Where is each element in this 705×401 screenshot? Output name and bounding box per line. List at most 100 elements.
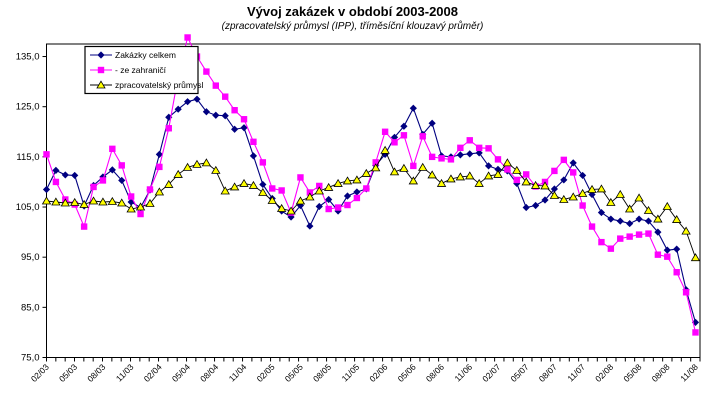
data-point-diamond [174, 105, 182, 113]
data-point-diamond [663, 246, 671, 254]
data-point-diamond [315, 202, 323, 211]
data-point-square [269, 185, 276, 192]
data-point-square [410, 162, 417, 170]
data-point-square [184, 34, 191, 41]
svg-text:05/03: 05/03 [57, 362, 79, 384]
data-point-triangle [530, 180, 541, 189]
data-point-square [560, 156, 568, 164]
data-point-triangle [182, 162, 193, 171]
data-point-triangle [690, 253, 701, 262]
data-point-diamond [390, 133, 399, 141]
x-tick-label: 02/08 [593, 362, 615, 384]
svg-text:08/04: 08/04 [198, 362, 220, 384]
svg-text:11/07: 11/07 [565, 362, 587, 384]
data-point-diamond [353, 188, 361, 196]
x-axis: 02/03 05/03 08/03 11/03 02/04 05/04 08/04 11/04… [29, 357, 701, 384]
svg-text:05/05: 05/05 [283, 362, 305, 384]
data-point-square [654, 251, 662, 258]
data-point-square [570, 169, 577, 176]
data-point-triangle [436, 178, 447, 187]
data-point-triangle [211, 165, 221, 174]
data-point-triangle [615, 189, 625, 198]
data-point-square [428, 153, 436, 161]
data-point-diamond [249, 152, 258, 160]
data-point-square [353, 194, 361, 202]
data-point-square [513, 176, 520, 184]
data-point-triangle [643, 205, 654, 214]
data-point-triangle [79, 199, 89, 208]
data-point-triangle [96, 80, 106, 89]
data-point-triangle [559, 194, 569, 203]
data-point-diamond [569, 159, 577, 167]
data-point-diamond [607, 215, 615, 223]
data-point-square [297, 174, 304, 181]
data-point-triangle [258, 187, 268, 196]
data-point-triangle [220, 186, 230, 195]
data-point-triangle [681, 226, 691, 235]
x-tick-label: 02/03 [29, 362, 51, 384]
data-point-square [325, 205, 332, 213]
chart-subtitle: (zpracovatelský průmysl (IPP), tříměsíčn… [221, 21, 484, 32]
x-tick-label: 08/03 [85, 362, 107, 384]
svg-text:11/03: 11/03 [114, 362, 136, 384]
x-tick-label: 11/07 [565, 362, 587, 384]
data-point-triangle [455, 172, 466, 181]
data-point-square [626, 233, 633, 240]
data-point-diamond [626, 219, 634, 228]
x-tick-label: 05/05 [283, 362, 305, 384]
data-point-square [231, 107, 238, 114]
data-point-diamond [616, 217, 624, 225]
data-point-square [391, 139, 398, 146]
data-point-square [485, 145, 492, 152]
data-point-triangle [239, 178, 249, 187]
data-point-triangle [126, 204, 136, 213]
x-tick-label: 05/03 [57, 362, 79, 384]
data-point-square [344, 201, 351, 209]
data-point-triangle [371, 163, 381, 172]
data-point-square [316, 182, 323, 190]
data-point-triangle [502, 158, 513, 167]
data-point-square [165, 125, 172, 132]
data-point-triangle [380, 145, 390, 154]
data-point-diamond [550, 185, 559, 193]
data-point-diamond [428, 119, 436, 127]
data-point-triangle [606, 197, 616, 206]
data-point-triangle [164, 179, 174, 188]
data-point-square [127, 193, 135, 200]
x-tick-label: 11/06 [453, 362, 475, 384]
svg-text:08/05: 08/05 [311, 362, 333, 384]
data-point-triangle [352, 175, 362, 184]
data-point-diamond [494, 165, 502, 173]
chart-title: Vývoj zakázek v období 2003-2008 [247, 4, 458, 19]
data-point-triangle [192, 159, 202, 168]
data-point-diamond [400, 122, 408, 130]
x-tick-label: 08/05 [311, 362, 333, 384]
data-point-square [97, 66, 105, 74]
x-tick-label: 08/06 [424, 362, 446, 384]
data-point-triangle [577, 188, 588, 197]
series-line [46, 149, 696, 258]
x-tick-label: 05/08 [621, 362, 643, 384]
data-point-square [419, 133, 426, 140]
svg-text:05/06: 05/06 [396, 362, 418, 384]
data-point-square [617, 235, 624, 242]
data-point-square [363, 185, 370, 192]
data-point-triangle [596, 184, 607, 193]
data-point-triangle [624, 204, 635, 213]
data-point-triangle [671, 214, 682, 223]
data-point-diamond [212, 111, 220, 119]
y-tick-label: 75,0 [21, 353, 40, 364]
data-point-square [240, 116, 248, 123]
data-point-triangle [295, 196, 306, 205]
data-point-square [250, 138, 257, 146]
legend-label: Zakázky celkem [115, 50, 176, 60]
data-point-square [203, 68, 210, 75]
data-point-square [635, 231, 643, 238]
data-point-triangle [653, 214, 663, 223]
data-point-triangle [427, 170, 437, 179]
data-point-diamond [635, 215, 643, 223]
y-tick-label: 135,0 [16, 52, 40, 63]
data-point-diamond [644, 217, 653, 225]
data-point-diamond [221, 112, 229, 120]
svg-text:05/04: 05/04 [170, 362, 192, 384]
